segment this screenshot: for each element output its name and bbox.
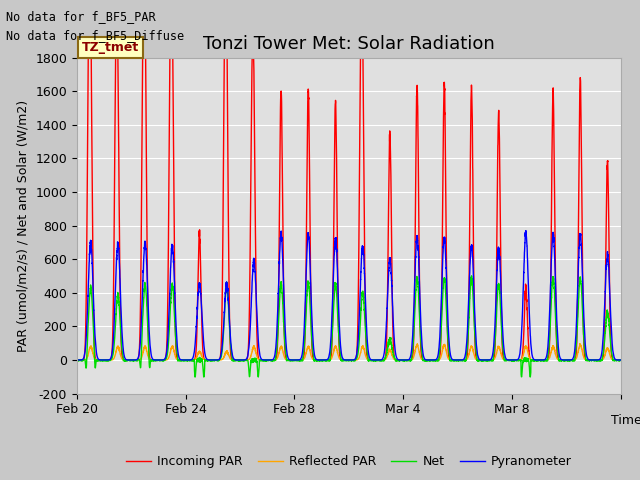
Pyranometer — [432, 357, 440, 363]
Reflected PAR — [113, 346, 120, 351]
Reflected PAR — [432, 357, 440, 363]
Legend: Incoming PAR, Reflected PAR, Net, Pyranometer: Incoming PAR, Reflected PAR, Net, Pyrano… — [121, 450, 577, 473]
Net — [73, 357, 81, 363]
Pyranometer — [522, 228, 530, 233]
Text: No data for f_BF5_PAR: No data for f_BF5_PAR — [6, 10, 156, 23]
Line: Net: Net — [77, 276, 621, 377]
Net — [113, 300, 120, 306]
Net — [216, 357, 223, 362]
Text: No data for f_BF5_Diffuse: No data for f_BF5_Diffuse — [6, 29, 184, 42]
Line: Incoming PAR: Incoming PAR — [77, 0, 621, 360]
Net — [432, 358, 440, 364]
Text: TZ_tmet: TZ_tmet — [82, 41, 140, 54]
Reflected PAR — [73, 357, 81, 363]
Pyranometer — [73, 357, 81, 363]
Reflected PAR — [576, 341, 584, 347]
Title: Tonzi Tower Met: Solar Radiation: Tonzi Tower Met: Solar Radiation — [203, 35, 495, 53]
Incoming PAR — [100, 357, 108, 363]
Line: Reflected PAR: Reflected PAR — [77, 344, 621, 360]
X-axis label: Time: Time — [611, 414, 640, 427]
Pyranometer — [285, 357, 293, 362]
Y-axis label: PAR (umol/m2/s) / Net and Solar (W/m2): PAR (umol/m2/s) / Net and Solar (W/m2) — [17, 99, 29, 352]
Pyranometer — [289, 357, 297, 363]
Line: Pyranometer: Pyranometer — [77, 230, 621, 360]
Reflected PAR — [216, 357, 223, 363]
Reflected PAR — [285, 357, 293, 363]
Net — [285, 358, 293, 363]
Incoming PAR — [617, 357, 625, 363]
Reflected PAR — [289, 357, 297, 363]
Incoming PAR — [73, 357, 81, 363]
Reflected PAR — [617, 357, 625, 363]
Pyranometer — [617, 357, 625, 363]
Incoming PAR — [285, 357, 293, 363]
Incoming PAR — [216, 357, 223, 362]
Net — [468, 273, 476, 279]
Incoming PAR — [432, 357, 440, 363]
Net — [100, 357, 108, 362]
Pyranometer — [100, 357, 108, 363]
Pyranometer — [113, 252, 120, 258]
Net — [191, 374, 199, 380]
Net — [289, 357, 297, 363]
Incoming PAR — [289, 357, 297, 363]
Pyranometer — [216, 356, 223, 362]
Reflected PAR — [100, 357, 108, 363]
Net — [617, 357, 625, 363]
